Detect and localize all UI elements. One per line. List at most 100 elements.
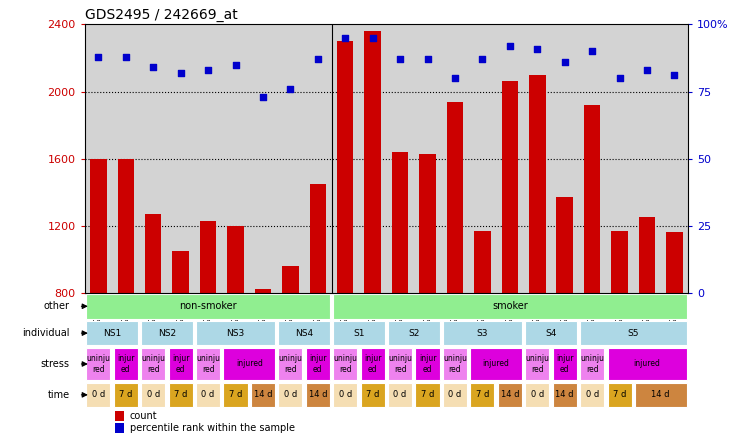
Text: 14 d: 14 d — [308, 390, 327, 399]
Bar — [172, 251, 189, 293]
Bar — [556, 197, 573, 293]
FancyBboxPatch shape — [580, 321, 687, 345]
Bar — [529, 75, 545, 293]
Text: count: count — [130, 411, 158, 421]
FancyBboxPatch shape — [86, 294, 330, 319]
FancyBboxPatch shape — [114, 348, 138, 380]
Text: uninju
red: uninju red — [86, 354, 110, 374]
Bar — [227, 226, 244, 293]
FancyBboxPatch shape — [333, 294, 687, 319]
FancyBboxPatch shape — [196, 321, 275, 345]
Bar — [282, 266, 299, 293]
Text: uninju
red: uninju red — [333, 354, 357, 374]
Point — [559, 59, 570, 66]
Text: S4: S4 — [545, 329, 556, 337]
Text: injur
ed: injur ed — [419, 354, 436, 374]
Text: injur
ed: injur ed — [309, 354, 327, 374]
Point — [531, 45, 543, 52]
Text: 7 d: 7 d — [475, 390, 489, 399]
Point — [668, 72, 680, 79]
FancyBboxPatch shape — [416, 348, 439, 380]
Point — [202, 67, 214, 74]
FancyBboxPatch shape — [526, 383, 549, 407]
Text: uninju
red: uninju red — [580, 354, 604, 374]
Bar — [115, 412, 124, 421]
Bar — [200, 221, 216, 293]
FancyBboxPatch shape — [580, 348, 604, 380]
Text: injured: injured — [634, 360, 660, 369]
Text: uninju
red: uninju red — [526, 354, 549, 374]
Text: NS3: NS3 — [227, 329, 244, 337]
Text: 14 d: 14 d — [500, 390, 519, 399]
FancyBboxPatch shape — [169, 348, 193, 380]
Text: injur
ed: injur ed — [172, 354, 189, 374]
FancyBboxPatch shape — [443, 383, 467, 407]
Point — [449, 75, 461, 82]
FancyBboxPatch shape — [141, 383, 166, 407]
Bar — [337, 41, 353, 293]
Bar — [90, 159, 107, 293]
FancyBboxPatch shape — [86, 383, 110, 407]
Text: 7 d: 7 d — [119, 390, 132, 399]
Point — [257, 93, 269, 100]
Text: 7 d: 7 d — [421, 390, 434, 399]
FancyBboxPatch shape — [388, 321, 439, 345]
FancyBboxPatch shape — [196, 383, 220, 407]
Text: 0 d: 0 d — [146, 390, 160, 399]
Text: S5: S5 — [628, 329, 639, 337]
Bar — [310, 184, 326, 293]
Bar — [502, 81, 518, 293]
FancyBboxPatch shape — [470, 383, 495, 407]
Text: 14 d: 14 d — [254, 390, 272, 399]
Text: 14 d: 14 d — [651, 390, 670, 399]
FancyBboxPatch shape — [416, 383, 439, 407]
FancyBboxPatch shape — [635, 383, 687, 407]
Text: uninju
red: uninju red — [388, 354, 412, 374]
FancyBboxPatch shape — [224, 348, 275, 380]
Text: individual: individual — [22, 328, 69, 338]
Point — [285, 85, 297, 92]
Text: injured: injured — [483, 360, 509, 369]
Point — [230, 61, 241, 68]
Text: time: time — [47, 390, 69, 400]
Text: stress: stress — [40, 359, 69, 369]
Bar — [255, 289, 271, 293]
Point — [312, 56, 324, 63]
FancyBboxPatch shape — [141, 321, 193, 345]
Text: 0 d: 0 d — [586, 390, 599, 399]
Text: injured: injured — [236, 360, 263, 369]
Point — [641, 67, 653, 74]
FancyBboxPatch shape — [278, 348, 302, 380]
FancyBboxPatch shape — [443, 348, 467, 380]
Text: 0 d: 0 d — [448, 390, 461, 399]
Point — [339, 34, 351, 41]
Text: uninju
red: uninju red — [278, 354, 302, 374]
Text: uninju
red: uninju red — [141, 354, 165, 374]
Text: 7 d: 7 d — [174, 390, 188, 399]
Point — [614, 75, 626, 82]
Text: 0 d: 0 d — [284, 390, 297, 399]
FancyBboxPatch shape — [498, 383, 522, 407]
Point — [587, 48, 598, 55]
FancyBboxPatch shape — [470, 348, 522, 380]
Text: 0 d: 0 d — [202, 390, 215, 399]
Text: percentile rank within the sample: percentile rank within the sample — [130, 423, 295, 433]
Text: S2: S2 — [408, 329, 420, 337]
Bar — [447, 102, 463, 293]
Point — [422, 56, 434, 63]
FancyBboxPatch shape — [333, 383, 357, 407]
Text: other: other — [43, 301, 69, 311]
Text: NS4: NS4 — [295, 329, 313, 337]
FancyBboxPatch shape — [361, 348, 385, 380]
FancyBboxPatch shape — [361, 383, 385, 407]
FancyBboxPatch shape — [607, 383, 631, 407]
FancyBboxPatch shape — [114, 383, 138, 407]
FancyBboxPatch shape — [553, 383, 577, 407]
Text: injur
ed: injur ed — [556, 354, 573, 374]
Bar — [145, 214, 161, 293]
FancyBboxPatch shape — [388, 348, 412, 380]
Text: smoker: smoker — [492, 301, 528, 311]
Bar — [612, 231, 628, 293]
Bar — [474, 231, 491, 293]
Bar — [666, 233, 683, 293]
